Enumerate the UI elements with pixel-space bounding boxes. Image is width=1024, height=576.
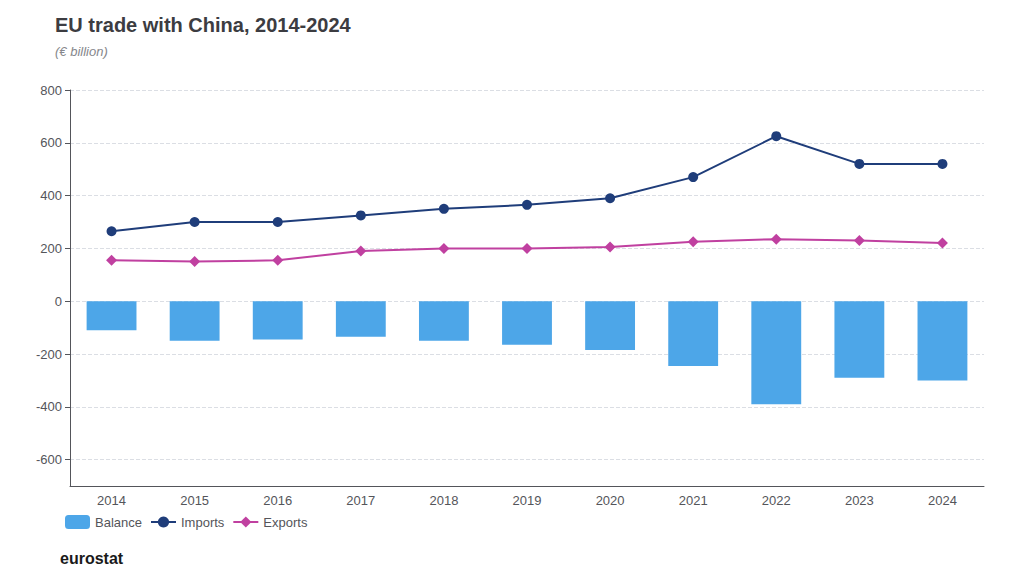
svg-text:600: 600 (40, 135, 62, 150)
svg-text:eurostat: eurostat (60, 550, 124, 567)
svg-text:-600: -600 (36, 452, 62, 467)
svg-text:2024: 2024 (928, 493, 957, 508)
svg-text:Exports: Exports (263, 515, 308, 530)
svg-text:400: 400 (40, 188, 62, 203)
svg-text:2021: 2021 (679, 493, 708, 508)
svg-text:2016: 2016 (263, 493, 292, 508)
svg-text:2020: 2020 (596, 493, 625, 508)
svg-text:800: 800 (40, 83, 62, 98)
svg-text:(€ billion): (€ billion) (55, 44, 108, 59)
svg-text:2018: 2018 (429, 493, 458, 508)
svg-text:200: 200 (40, 241, 62, 256)
svg-text:-400: -400 (36, 399, 62, 414)
svg-text:2017: 2017 (346, 493, 375, 508)
svg-text:0: 0 (55, 294, 62, 309)
svg-text:EU trade with China, 2014-2024: EU trade with China, 2014-2024 (55, 14, 352, 36)
svg-text:2015: 2015 (180, 493, 209, 508)
svg-text:2019: 2019 (513, 493, 542, 508)
svg-text:2023: 2023 (845, 493, 874, 508)
svg-text:2014: 2014 (97, 493, 126, 508)
svg-text:-200: -200 (36, 347, 62, 362)
svg-text:Imports: Imports (181, 515, 225, 530)
svg-text:2022: 2022 (762, 493, 791, 508)
svg-text:Balance: Balance (95, 515, 142, 530)
